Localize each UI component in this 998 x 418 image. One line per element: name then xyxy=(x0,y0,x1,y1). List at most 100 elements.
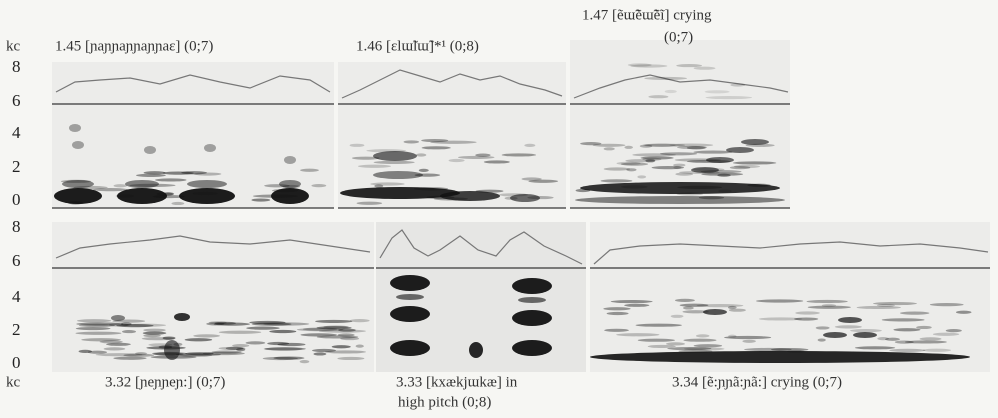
spectrogram-blob xyxy=(214,321,236,325)
spectrogram-blob xyxy=(624,145,633,149)
spectrogram-blob xyxy=(916,325,932,330)
spectrogram-blob xyxy=(639,144,653,148)
spectrogram-blob xyxy=(512,340,552,356)
caption: 1.47 [ẽɯ̃ẽɯ̃ẽĩ] crying xyxy=(582,7,712,23)
tick-label: 6 xyxy=(12,251,21,270)
spectrogram-blob xyxy=(155,178,187,182)
spectrogram-blob xyxy=(580,142,602,146)
spectrogram-blob xyxy=(929,303,964,307)
spectrogram-blob xyxy=(644,76,687,81)
spectrogram-blob xyxy=(206,322,225,326)
tick-label: 4 xyxy=(12,287,21,306)
spectrogram-blob xyxy=(670,314,684,318)
spectrogram-blob xyxy=(299,360,310,364)
spectrogram-blob xyxy=(312,348,336,353)
spectrogram-blob xyxy=(267,341,290,346)
spectrogram-blob xyxy=(730,83,746,87)
spectrogram-blob xyxy=(625,159,655,163)
spectrogram-blob xyxy=(510,194,540,202)
spectrogram-blob xyxy=(504,196,518,200)
spectrogram-blob xyxy=(390,275,430,291)
spectrogram-blob xyxy=(262,356,298,361)
spectrogram-blob xyxy=(315,319,353,324)
spectrogram-blob xyxy=(403,140,420,144)
spectrogram-blob xyxy=(208,321,227,325)
spectrogram-blob xyxy=(643,143,676,147)
spectrogram-blob xyxy=(590,351,970,363)
spectrogram-blob xyxy=(475,189,504,193)
spectrogram-blob xyxy=(501,153,537,157)
spectrogram-blob xyxy=(850,329,882,333)
spectrogram-blob xyxy=(129,183,176,187)
spectrogram-blob xyxy=(95,353,143,357)
caption: (0;7) xyxy=(664,29,693,45)
spectrogram-blob xyxy=(313,352,327,356)
spectrogram-blob xyxy=(945,329,962,333)
tick-label: 0 xyxy=(12,353,21,372)
spectrogram-blob xyxy=(300,333,337,337)
spectrogram-blob xyxy=(111,315,125,321)
spectrogram-blob xyxy=(414,173,441,177)
spectrogram-blob xyxy=(236,348,246,352)
spectrogram-blob xyxy=(271,188,309,204)
spectrogram-blob xyxy=(181,171,207,175)
spectrogram-blob xyxy=(356,201,383,205)
spectrogram-blob xyxy=(524,143,536,147)
spectrogram-blob xyxy=(338,328,356,332)
spectrogram-blob xyxy=(955,310,972,314)
spectrogram-blob xyxy=(374,184,384,188)
spectrogram-blob xyxy=(396,294,424,300)
spectrogram-blob xyxy=(232,344,250,348)
spectrogram-blob xyxy=(162,171,194,175)
spectrogram-blob xyxy=(311,183,327,188)
spectrogram-blob xyxy=(284,156,296,164)
spectrogram-blob xyxy=(92,188,128,192)
spectrogram-blob xyxy=(632,153,676,157)
tick-label: 4 xyxy=(12,123,21,142)
spectrogram-blob xyxy=(635,323,682,327)
spectrogram-blob xyxy=(676,63,702,68)
spectrogram-blob xyxy=(106,342,131,346)
spectrogram-blob xyxy=(246,326,280,330)
spectrogram-blob xyxy=(894,340,914,344)
spectrogram-blob xyxy=(603,147,615,151)
spectrogram-blob xyxy=(72,141,84,149)
spectrogram-blob xyxy=(616,333,660,337)
spectrogram-blob xyxy=(676,192,703,196)
spectrogram-blob xyxy=(645,143,686,147)
spectrogram-blob xyxy=(853,332,877,338)
spectrogram-blob xyxy=(732,161,777,165)
spectrogram-blob xyxy=(113,356,147,360)
spectrogram-blob xyxy=(171,201,185,206)
spectrogram-blob xyxy=(331,345,351,349)
spectrogram-blob xyxy=(75,331,122,335)
spectrogram-blob xyxy=(838,317,862,323)
pitch-contours xyxy=(52,69,990,269)
spectrogram-blob xyxy=(821,303,837,308)
spectrogram-blob xyxy=(756,299,804,303)
spectrogram-blob xyxy=(135,351,147,356)
spectrogram-blob xyxy=(682,306,694,310)
spectrogram-blob xyxy=(787,349,805,353)
spectrograms xyxy=(54,63,972,364)
spectrogram-blob xyxy=(691,167,719,173)
spectrogram-blob xyxy=(603,167,631,171)
spectrogram-blob xyxy=(60,179,92,183)
spectrogram-blob xyxy=(815,326,830,330)
spectrogram-blob xyxy=(113,184,127,188)
spectrogram-blob xyxy=(421,138,449,143)
spectrogram-blob xyxy=(794,317,819,321)
spectrogram-blob xyxy=(645,159,656,163)
spectrogram-blob xyxy=(187,180,227,188)
spectrogram-blob xyxy=(872,301,918,306)
spectrogram-blob xyxy=(152,194,185,199)
spectrogram-blob xyxy=(686,146,706,150)
spectrogram-blob xyxy=(682,310,709,314)
spectrogram-blob xyxy=(606,311,629,316)
spectrogram-blob xyxy=(373,151,417,161)
spectrogram-blob xyxy=(600,179,633,183)
spectrogram-blob xyxy=(316,335,359,339)
spectrogram-blob xyxy=(604,328,629,332)
spectrogram-blob xyxy=(512,278,552,294)
spectrogram-blob xyxy=(252,194,298,198)
